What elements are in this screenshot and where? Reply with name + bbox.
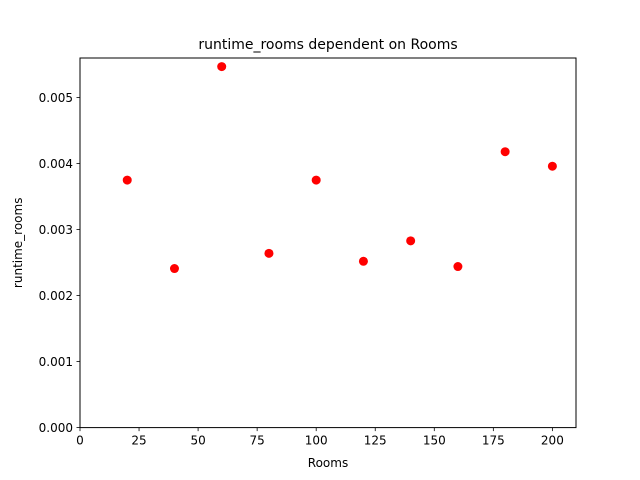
y-tick-label: 0.001 xyxy=(39,355,73,369)
scatter-point xyxy=(453,262,463,272)
y-tick-label: 0.002 xyxy=(39,289,73,303)
y-tick-label: 0.004 xyxy=(39,157,73,171)
scatter-point xyxy=(217,62,227,72)
scatter-point xyxy=(169,264,179,274)
scatter-point xyxy=(358,256,368,266)
y-axis: 0.000 0.001 0.002 0.003 0.004 0.005 xyxy=(39,91,80,435)
scatter-point xyxy=(311,175,321,185)
scatter-point xyxy=(122,175,132,185)
x-tick-label: 75 xyxy=(250,434,265,448)
x-tick-label: 50 xyxy=(190,434,205,448)
x-axis-label: Rooms xyxy=(308,456,348,470)
x-tick-label: 125 xyxy=(364,434,387,448)
y-tick-label: 0.003 xyxy=(39,223,73,237)
x-tick-label: 200 xyxy=(541,434,564,448)
x-tick-label: 175 xyxy=(482,434,505,448)
x-tick-label: 0 xyxy=(76,434,84,448)
scatter-point xyxy=(264,248,274,258)
scatter-series xyxy=(122,62,557,274)
plot-area xyxy=(79,57,577,429)
scatter-point xyxy=(547,161,557,171)
chart-title: runtime_rooms dependent on Rooms xyxy=(198,37,457,53)
x-axis: 0 25 50 75 100 125 150 175 200 xyxy=(76,427,564,448)
x-tick-label: 100 xyxy=(305,434,328,448)
scatter-point xyxy=(406,236,416,246)
x-tick-label: 25 xyxy=(131,434,146,448)
y-axis-label: runtime_rooms xyxy=(11,198,25,289)
y-tick-label: 0.005 xyxy=(39,91,73,105)
y-tick-label: 0.000 xyxy=(39,421,73,435)
x-tick-label: 150 xyxy=(423,434,446,448)
scatter-point xyxy=(500,147,510,157)
